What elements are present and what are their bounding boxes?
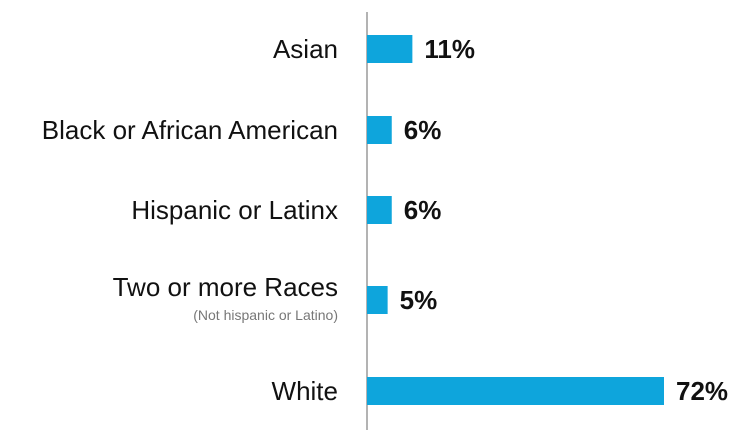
value-label-3: 5% [400, 285, 438, 315]
value-label-2: 6% [404, 195, 442, 225]
bar-4 [367, 377, 664, 405]
category-label-3: Two or more Races [113, 272, 338, 302]
category-label-4: White [272, 376, 338, 406]
bar-0 [367, 35, 413, 63]
value-label-4: 72% [676, 376, 728, 406]
value-label-1: 6% [404, 115, 442, 145]
bar-3 [367, 286, 388, 314]
category-note-3: (Not hispanic or Latino) [193, 307, 338, 323]
bar-1 [367, 116, 392, 144]
value-label-0: 11% [424, 34, 475, 64]
bar-2 [367, 196, 392, 224]
category-label-2: Hispanic or Latinx [131, 195, 338, 225]
category-label-0: Asian [273, 34, 338, 64]
category-label-1: Black or African American [42, 115, 338, 145]
